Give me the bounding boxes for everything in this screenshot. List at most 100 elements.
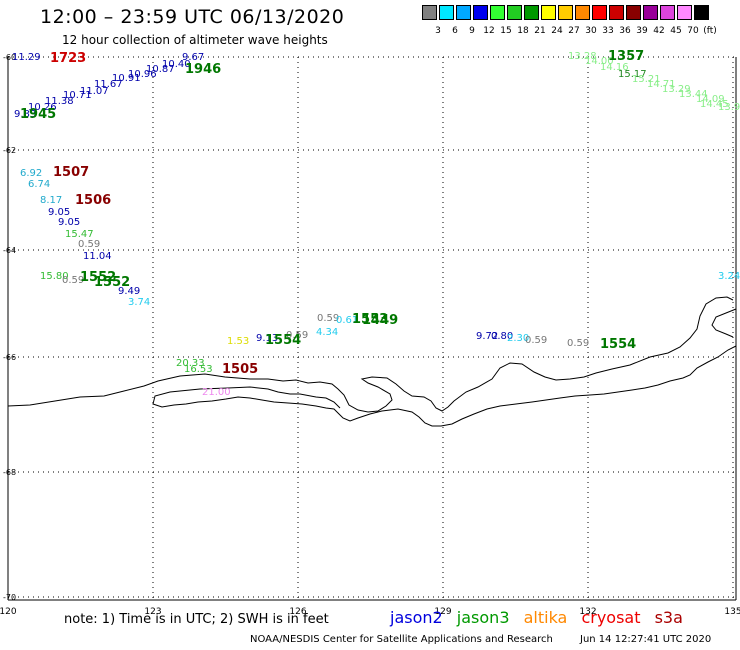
- wave-height-value: 11.07: [80, 86, 109, 97]
- scale-swatch: [507, 5, 522, 20]
- pass-time-label: 1506: [75, 193, 111, 208]
- longitude-label: 129: [434, 607, 451, 617]
- scale-swatch: [694, 5, 709, 20]
- wave-height-value: 2.30: [507, 333, 529, 344]
- scale-label: 30: [585, 26, 597, 36]
- wave-height-value: 15.21: [632, 74, 661, 85]
- wave-height-value: 13.9: [718, 102, 740, 113]
- latitude-label: -60: [3, 53, 16, 62]
- wave-height-value: 11.38: [45, 96, 74, 107]
- wave-height-value: 14.45: [700, 99, 729, 110]
- wave-height-value: 3.24: [718, 271, 740, 282]
- wave-height-value: 10.71: [63, 90, 92, 101]
- latitude-label: -64: [3, 246, 16, 255]
- scale-swatch: [592, 5, 607, 20]
- map-grid: -60 -62 -64 -66 -68 -70 120 123 126 129 132 135: [0, 53, 740, 617]
- wave-height-value: 0.59: [525, 335, 547, 346]
- satellite-s3a: s3a: [654, 608, 683, 627]
- wave-height-value: 0.59: [286, 330, 308, 341]
- scale-label: 9: [469, 26, 475, 36]
- wave-height-value: 6.74: [28, 179, 50, 190]
- longitude-label: 126: [289, 607, 306, 617]
- scale-label: 21: [534, 26, 546, 36]
- satellite-altika: altika: [523, 608, 568, 627]
- coastline-path: [7, 296, 737, 427]
- wave-height-value: 9.49: [118, 286, 140, 297]
- wave-height-value: 0.59: [78, 239, 100, 250]
- wave-height-value: 10.96: [128, 69, 157, 80]
- wave-height-value: 6.92: [20, 168, 42, 179]
- wave-height-value: 14.09: [696, 94, 725, 105]
- scale-label: 45: [670, 26, 682, 36]
- pass-time-label: 1357: [608, 49, 644, 64]
- pass-time-label: 1946: [185, 62, 221, 77]
- wave-height-value: 0.61: [336, 315, 358, 326]
- wave-height-value: 3.74: [128, 297, 150, 308]
- pass-time-label: 1449: [362, 313, 398, 328]
- scale-swatch: [660, 5, 675, 20]
- scale-swatch: [439, 5, 454, 20]
- wave-height-value: 11.29: [12, 52, 41, 63]
- map-subtitle: 12 hour collection of altimeter wave hei…: [62, 33, 328, 47]
- wave-height-value: 13.44: [679, 89, 708, 100]
- scale-swatch: [558, 5, 573, 20]
- wave-height-value: 0.59: [317, 313, 339, 324]
- scale-swatch: [677, 5, 692, 20]
- wave-height-value: 14.00: [585, 56, 614, 67]
- satellite-cryosat: cryosat: [581, 608, 641, 627]
- wave-height-value: 11.67: [94, 79, 123, 90]
- scale-label: 3: [435, 26, 441, 36]
- longitude-label: 123: [144, 607, 161, 617]
- scale-swatch: [422, 5, 437, 20]
- wave-height-value: 0.59: [62, 275, 84, 286]
- wave-height-value: 10.26: [28, 102, 57, 113]
- longitude-label: 120: [0, 607, 17, 617]
- scale-swatch: [643, 5, 658, 20]
- pass-time-label: 1505: [222, 362, 258, 377]
- scale-swatch: [575, 5, 590, 20]
- pass-time-label: 1553: [352, 312, 388, 327]
- satellite-jason3: jason3: [456, 608, 510, 627]
- wave-height-value: 14.16: [600, 62, 629, 73]
- wave-height-observations: 9.6710.4010.8710.9610.9111.6711.0710.711…: [12, 51, 740, 398]
- pass-time-label: 1723: [50, 51, 86, 66]
- antarctic-coastline: [7, 296, 737, 427]
- longitude-label: 135: [724, 607, 740, 617]
- latitude-label: -62: [3, 146, 16, 155]
- pass-time-label: 1554: [600, 337, 636, 352]
- scale-swatch: [626, 5, 641, 20]
- pass-time-label: 1945: [20, 107, 56, 122]
- latitude-label: -70: [3, 593, 16, 602]
- wave-height-value: 15.17: [618, 69, 647, 80]
- satellite-jason2: jason2: [390, 608, 443, 627]
- scale-swatch: [456, 5, 471, 20]
- wave-height-value: 0.80: [491, 331, 513, 342]
- satellite-legend: jason2 jason3 altika cryosat s3a: [390, 608, 692, 627]
- longitude-label: 132: [579, 607, 596, 617]
- wave-height-value: 10.40: [162, 59, 191, 70]
- scale-label: 39: [636, 26, 648, 36]
- wave-height-value: 20.33: [176, 358, 205, 369]
- scale-swatch: [541, 5, 556, 20]
- wave-height-value: 9.05: [58, 217, 80, 228]
- scale-swatch: [490, 5, 505, 20]
- scale-label: 36: [619, 26, 631, 36]
- wave-height-value: 9.13: [256, 333, 278, 344]
- wave-height-value: 10.91: [112, 73, 141, 84]
- map-title: 12:00 – 23:59 UTC 06/13/2020: [40, 6, 345, 28]
- wave-height-value: 9.67: [182, 52, 204, 63]
- wave-height-value: 11.04: [83, 251, 112, 262]
- wave-height-value: 14.71: [647, 79, 676, 90]
- scale-label: 24: [551, 26, 563, 36]
- wave-height-value: 13.29: [662, 84, 691, 95]
- scale-label: 70: [687, 26, 699, 36]
- scale-label: 33: [602, 26, 614, 36]
- wave-height-value: 4.34: [316, 327, 338, 338]
- wave-height-value: 9.83: [14, 109, 36, 120]
- wave-height-value: 1.53: [227, 336, 249, 347]
- scale-label: (ft): [703, 26, 717, 36]
- latitude-label: -66: [3, 353, 16, 362]
- scale-label: 42: [653, 26, 665, 36]
